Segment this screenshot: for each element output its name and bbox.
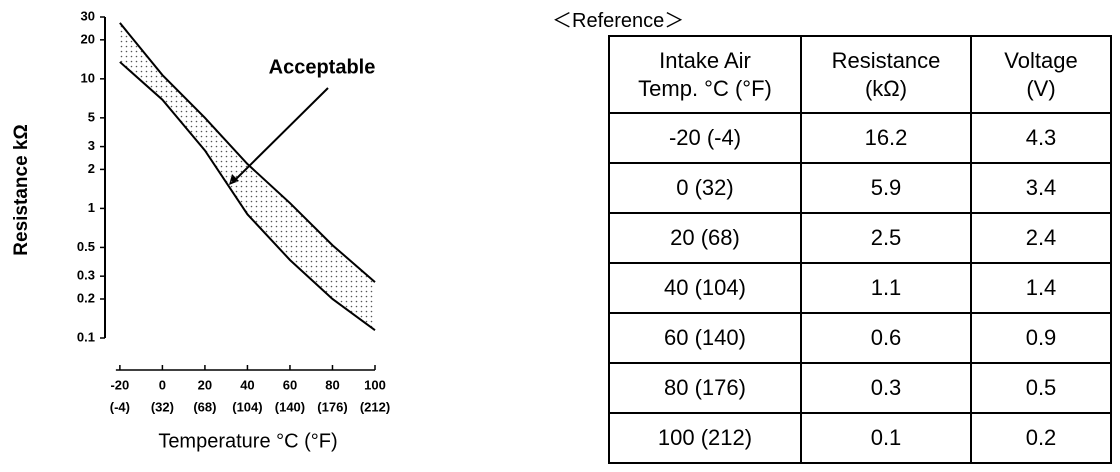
chart: Resistance kΩ Temperature °C (°F) Accept… [11, 8, 390, 452]
x-tick-label: 40 [240, 377, 254, 392]
x-tick-sublabel: (176) [317, 399, 347, 414]
acceptable-band [119, 22, 375, 331]
y-tick-label: 1 [88, 200, 95, 215]
table-cell: -20 (-4) [608, 112, 802, 164]
y-tick-label: 30 [81, 8, 95, 23]
y-tick-label: 2 [88, 161, 95, 176]
x-tick-label: 60 [283, 377, 297, 392]
x-axis-label: Temperature °C (°F) [158, 430, 337, 452]
limit-curve [119, 61, 376, 331]
table-cell: 0.3 [800, 362, 972, 414]
table-cell: 2.4 [970, 212, 1112, 264]
y-axis-label: Resistance kΩ [11, 124, 32, 255]
header-cell: Voltage (V) [970, 35, 1112, 114]
table-cell: 0 (32) [608, 162, 802, 214]
x-tick-label: -20 [110, 377, 129, 392]
x-tick-sublabel: (140) [275, 399, 305, 414]
table-cell: 0.6 [800, 312, 972, 364]
x-tick-sublabel: (-4) [110, 399, 130, 414]
y-tick-label: 0.1 [77, 329, 95, 344]
x-tick-sublabel: (68) [193, 399, 216, 414]
header-cell: Resistance (kΩ) [800, 35, 972, 114]
table-cell: 2.5 [800, 212, 972, 264]
y-tick-label: 10 [81, 70, 95, 85]
x-tick-label: 80 [325, 377, 339, 392]
table-row: 0 (32) 5.9 3.4 [608, 162, 1112, 214]
x-tick-label: 100 [364, 377, 386, 392]
limit-curve [119, 22, 376, 283]
table-row: 80 (176) 0.3 0.5 [608, 362, 1112, 414]
table-row: 40 (104) 1.1 1.4 [608, 262, 1112, 314]
table-title: ＜Reference＞ [552, 10, 685, 32]
x-tick-label: 20 [198, 377, 212, 392]
table-cell: 4.3 [970, 112, 1112, 164]
table-cell: 3.4 [970, 162, 1112, 214]
table-cell: 1.4 [970, 262, 1112, 314]
y-tick-label: 5 [88, 109, 95, 124]
table-cell: 0.9 [970, 312, 1112, 364]
table-row: -20 (-4) 16.2 4.3 [608, 112, 1112, 164]
table-cell: 60 (140) [608, 312, 802, 364]
header-row: Intake Air Temp. °C (°F) Resistance (kΩ) V… [608, 35, 1112, 114]
table-row: 100 (212) 0.1 0.2 [608, 412, 1112, 464]
reference-table: Intake Air Temp. °C (°F) Resistance (kΩ) V… [608, 35, 1112, 464]
table-cell: 16.2 [800, 112, 972, 164]
x-tick-sublabel: (32) [151, 399, 174, 414]
table-cell: 0.2 [970, 412, 1112, 464]
y-tick-label: 0.5 [77, 239, 95, 254]
table-cell: 1.1 [800, 262, 972, 314]
table-cell: 80 (176) [608, 362, 802, 414]
x-tick-sublabel: (212) [360, 399, 390, 414]
x-tick-sublabel: (104) [232, 399, 262, 414]
table-cell: 100 (212) [608, 412, 802, 464]
annotation: Acceptable [269, 56, 376, 78]
table-cell: 0.1 [800, 412, 972, 464]
y-tick-label: 3 [88, 138, 95, 153]
y-tick-label: 0.2 [77, 290, 95, 305]
table-row: 20 (68) 2.5 2.4 [608, 212, 1112, 264]
table-cell: 5.9 [800, 162, 972, 214]
table-cell: 0.5 [970, 362, 1112, 414]
table-cell: 20 (68) [608, 212, 802, 264]
x-tick-label: 0 [159, 377, 166, 392]
table-row: 60 (140) 0.6 0.9 [608, 312, 1112, 364]
y-tick-label: 20 [81, 31, 95, 46]
header-cell: Intake Air Temp. °C (°F) [608, 35, 802, 114]
table-cell: 40 (104) [608, 262, 802, 314]
y-tick-label: 0.3 [77, 268, 95, 283]
